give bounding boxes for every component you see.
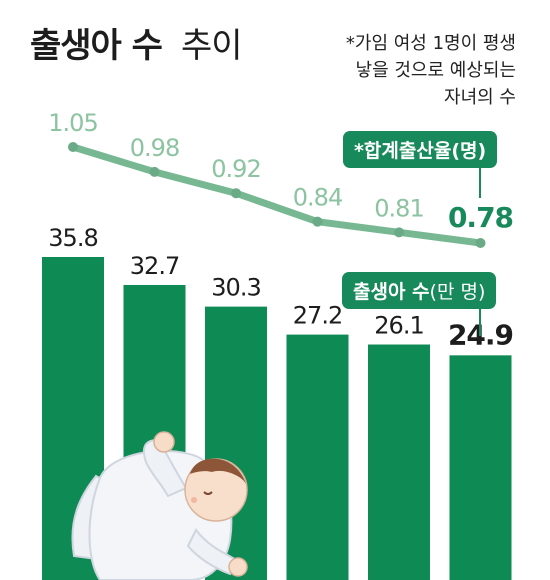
line-value-label: 0.78 bbox=[448, 201, 513, 234]
line-point bbox=[231, 188, 241, 199]
bar-value-label: 30.3 bbox=[211, 274, 260, 302]
line-value-label: 0.84 bbox=[293, 184, 342, 212]
footnote-line: 자녀의 수 bbox=[444, 87, 516, 108]
bar-value-label: 32.7 bbox=[130, 252, 179, 280]
line-value-label: 0.81 bbox=[374, 194, 423, 222]
line-value-label: 1.05 bbox=[48, 109, 97, 137]
line-point bbox=[68, 142, 78, 152]
title-main: 출생아 수 bbox=[30, 26, 163, 66]
footnote: *가임 여성 1명이 평생 낳을 것으로 예상되는 자녀의 수 bbox=[256, 30, 516, 111]
bar-legend-badge: 출생아 수(만 명) bbox=[342, 272, 497, 309]
bar-value-label: 27.2 bbox=[293, 302, 342, 330]
bar bbox=[449, 355, 512, 580]
footnote-line: *가임 여성 1명이 평생 bbox=[345, 33, 516, 54]
line-point bbox=[312, 216, 323, 227]
line-legend-badge: *합계출산율(명) bbox=[343, 131, 498, 168]
line-point bbox=[475, 238, 486, 248]
footnote-line: 낳을 것으로 예상되는 bbox=[355, 60, 516, 81]
line-point bbox=[149, 166, 160, 177]
bar-value-label: 35.8 bbox=[48, 224, 97, 252]
line-value-label: 0.98 bbox=[130, 134, 179, 162]
line-value-label: 0.92 bbox=[211, 155, 260, 183]
title-sub: 추이 bbox=[181, 26, 243, 66]
series-line bbox=[69, 143, 484, 247]
baby-illustration bbox=[71, 431, 248, 580]
bar-value-label: 26.1 bbox=[374, 312, 423, 340]
bar bbox=[368, 344, 430, 580]
line-point bbox=[394, 227, 404, 238]
bar-legend-bold: 출생아 수 bbox=[353, 281, 430, 303]
bar-legend-unit: (만 명) bbox=[429, 281, 486, 303]
bar bbox=[286, 334, 349, 580]
